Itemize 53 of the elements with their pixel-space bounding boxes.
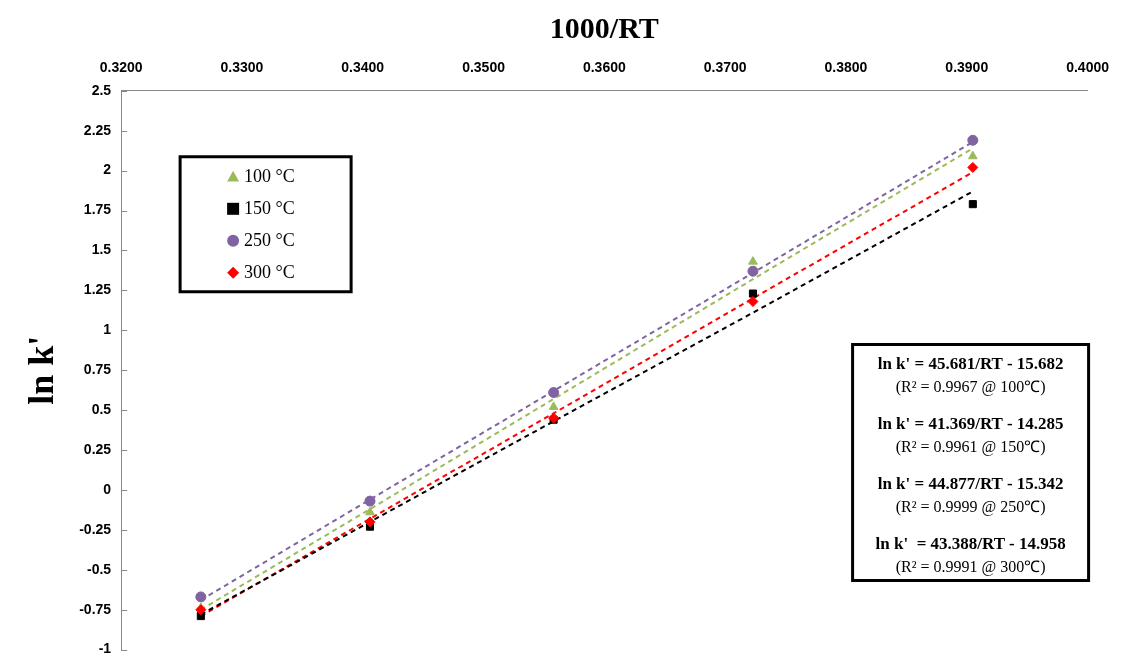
annotation: ln k' = 41.369/RT - 14.285: [877, 413, 1064, 433]
y-tick-label: -0.75: [79, 600, 112, 617]
point: [967, 150, 978, 160]
annotation: (R² = 0.9961 @ 150℃): [895, 437, 1046, 456]
legend-label: 300 °C: [244, 261, 295, 282]
x-tick-label: 0.3500: [462, 59, 506, 76]
y-tick-label: 1.75: [83, 201, 112, 218]
point: [747, 265, 759, 277]
x-axis-title: 1000/RT: [549, 10, 659, 44]
point: [195, 604, 207, 616]
x-tick-label: 0.3200: [99, 59, 143, 76]
point: [967, 134, 979, 146]
legend-label: 250 °C: [244, 229, 295, 250]
annotation: (R² = 0.9999 @ 250℃): [895, 497, 1046, 516]
point: [967, 161, 979, 173]
x-tick-label: 0.3300: [220, 59, 264, 76]
y-tick-label: 0.75: [83, 361, 112, 378]
y-tick-label: 0.25: [83, 440, 112, 457]
x-tick-label: 0.3800: [824, 59, 868, 76]
x-tick-label: 0.3700: [703, 59, 747, 76]
point: [968, 200, 977, 209]
annotation: ln k' = 44.877/RT - 15.342: [877, 473, 1064, 493]
annotation: (R² = 0.9967 @ 100℃): [895, 377, 1046, 396]
y-tick-label: -0.25: [79, 520, 112, 537]
y-tick-label: 0: [103, 480, 112, 497]
annotation: ln k' = 43.388/RT - 14.958: [875, 533, 1066, 553]
y-axis-title: ln k': [20, 335, 61, 405]
y-tick-label: 1.25: [83, 281, 112, 298]
annotation: (R² = 0.9991 @ 300℃): [895, 557, 1046, 576]
y-tick-label: -1: [98, 640, 112, 657]
x-tick-label: 0.3400: [341, 59, 385, 76]
y-tick-label: 2: [103, 161, 112, 178]
point: [365, 506, 375, 516]
point: [548, 387, 560, 399]
legend-label: 100 °C: [244, 165, 295, 186]
y-tick-label: 2.25: [83, 121, 112, 138]
annotation: ln k' = 45.681/RT - 15.682: [877, 353, 1064, 373]
y-tick-label: 1.5: [91, 241, 112, 258]
point: [747, 296, 759, 308]
point: [748, 289, 757, 298]
y-tick-label: 0.5: [91, 400, 112, 417]
point: [364, 495, 376, 507]
point: [195, 591, 207, 603]
y-tick-label: 2.5: [91, 81, 112, 98]
legend-label: 150 °C: [244, 197, 295, 218]
point: [548, 401, 559, 410]
y-tick-label: 1: [103, 321, 112, 338]
point: [364, 516, 376, 528]
x-tick-label: 0.3600: [582, 59, 626, 76]
x-tick-label: 0.4000: [1066, 59, 1110, 76]
point: [748, 256, 758, 265]
y-tick-label: -0.5: [86, 560, 112, 577]
x-tick-label: 0.3900: [945, 59, 989, 76]
